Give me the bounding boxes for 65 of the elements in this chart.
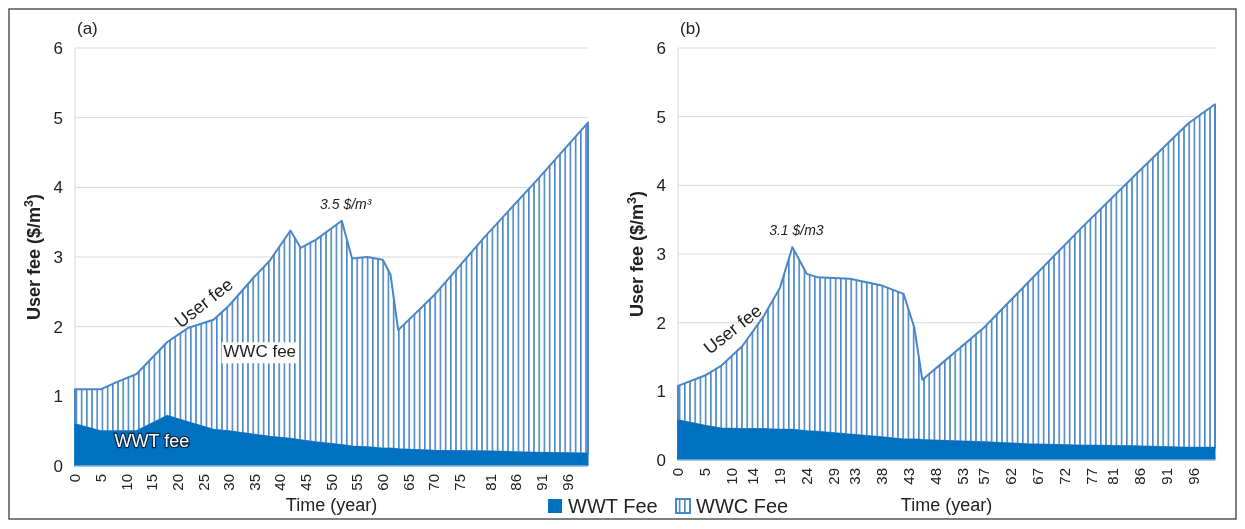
- x-tick-label: 35: [245, 474, 263, 491]
- annotation: 3.1 $/m3: [769, 222, 824, 239]
- x-tick-label: 86: [507, 474, 525, 491]
- y-tick-label: 4: [656, 176, 666, 196]
- x-tick-label: 19: [771, 468, 789, 485]
- x-tick-label: 86: [1131, 468, 1149, 485]
- annotation: User fee: [170, 274, 237, 332]
- x-tick-label: 65: [399, 474, 417, 491]
- x-tick-label: 30: [220, 474, 238, 491]
- x-tick-label: 10: [117, 474, 135, 491]
- y-tick-label: 3: [656, 244, 666, 264]
- y-tick-label: 3: [53, 247, 63, 267]
- x-tick-label: 40: [271, 474, 289, 491]
- x-tick-label: 15: [143, 474, 161, 491]
- x-axis-title: Time (year): [900, 495, 993, 515]
- chart-title: (b): [680, 19, 701, 38]
- annotation: User fee: [699, 300, 766, 359]
- x-tick-label: 25: [194, 474, 212, 491]
- x-tick-label: 96: [1184, 468, 1202, 485]
- x-tick-label: 67: [1029, 468, 1047, 485]
- x-tick-label: 45: [297, 474, 315, 491]
- x-tick-label: 50: [322, 474, 340, 491]
- x-tick-label: 10: [722, 468, 740, 485]
- x-tick-label: 14: [744, 468, 762, 485]
- legend-label: WWT Fee: [568, 495, 658, 517]
- annotation: WWC fee: [223, 342, 297, 362]
- y-tick-label: 6: [656, 38, 666, 58]
- legend-label: WWC Fee: [696, 495, 789, 517]
- x-tick-label: 72: [1055, 468, 1073, 485]
- x-tick-label: 55: [348, 474, 366, 491]
- x-tick-label: 48: [927, 468, 945, 485]
- x-tick-label: 38: [873, 468, 891, 485]
- x-axis-title: Time (year): [285, 495, 378, 515]
- x-tick-label: 70: [425, 474, 443, 491]
- x-tick-label: 91: [533, 474, 551, 491]
- x-tick-label: 5: [696, 468, 714, 477]
- x-tick-label: 57: [975, 468, 993, 485]
- x-tick-label: 77: [1082, 468, 1100, 485]
- y-tick-label: 2: [656, 313, 666, 333]
- x-tick-label: 5: [91, 474, 109, 483]
- y-tick-label: 5: [53, 108, 63, 128]
- chart-title: (a): [77, 19, 98, 38]
- y-tick-label: 6: [53, 38, 63, 58]
- x-tick-label: 0: [66, 474, 84, 483]
- x-tick-label: 75: [451, 474, 468, 491]
- x-tick-label: 62: [1002, 468, 1020, 485]
- x-tick-label: 81: [1104, 468, 1122, 485]
- annotation: 3.5 $/m³: [320, 195, 372, 212]
- y-tick-label: 4: [53, 178, 63, 198]
- y-tick-label: 5: [656, 107, 666, 127]
- x-tick-label: 53: [953, 468, 971, 485]
- y-tick-label: 2: [53, 317, 63, 337]
- x-tick-label: 81: [481, 474, 499, 491]
- annotation: WWT fee: [114, 431, 190, 452]
- x-tick-label: 20: [168, 474, 186, 491]
- x-tick-label: 29: [824, 468, 842, 485]
- x-tick-label: 24: [798, 468, 816, 485]
- y-tick-label: 1: [53, 387, 63, 407]
- x-tick-label: 60: [374, 474, 392, 491]
- x-tick-label: 43: [900, 468, 918, 485]
- x-tick-label: 96: [558, 474, 576, 491]
- x-tick-label: 91: [1157, 468, 1175, 485]
- y-tick-label: 1: [656, 382, 666, 402]
- x-tick-label: 0: [669, 468, 687, 477]
- x-tick-label: 33: [846, 468, 864, 485]
